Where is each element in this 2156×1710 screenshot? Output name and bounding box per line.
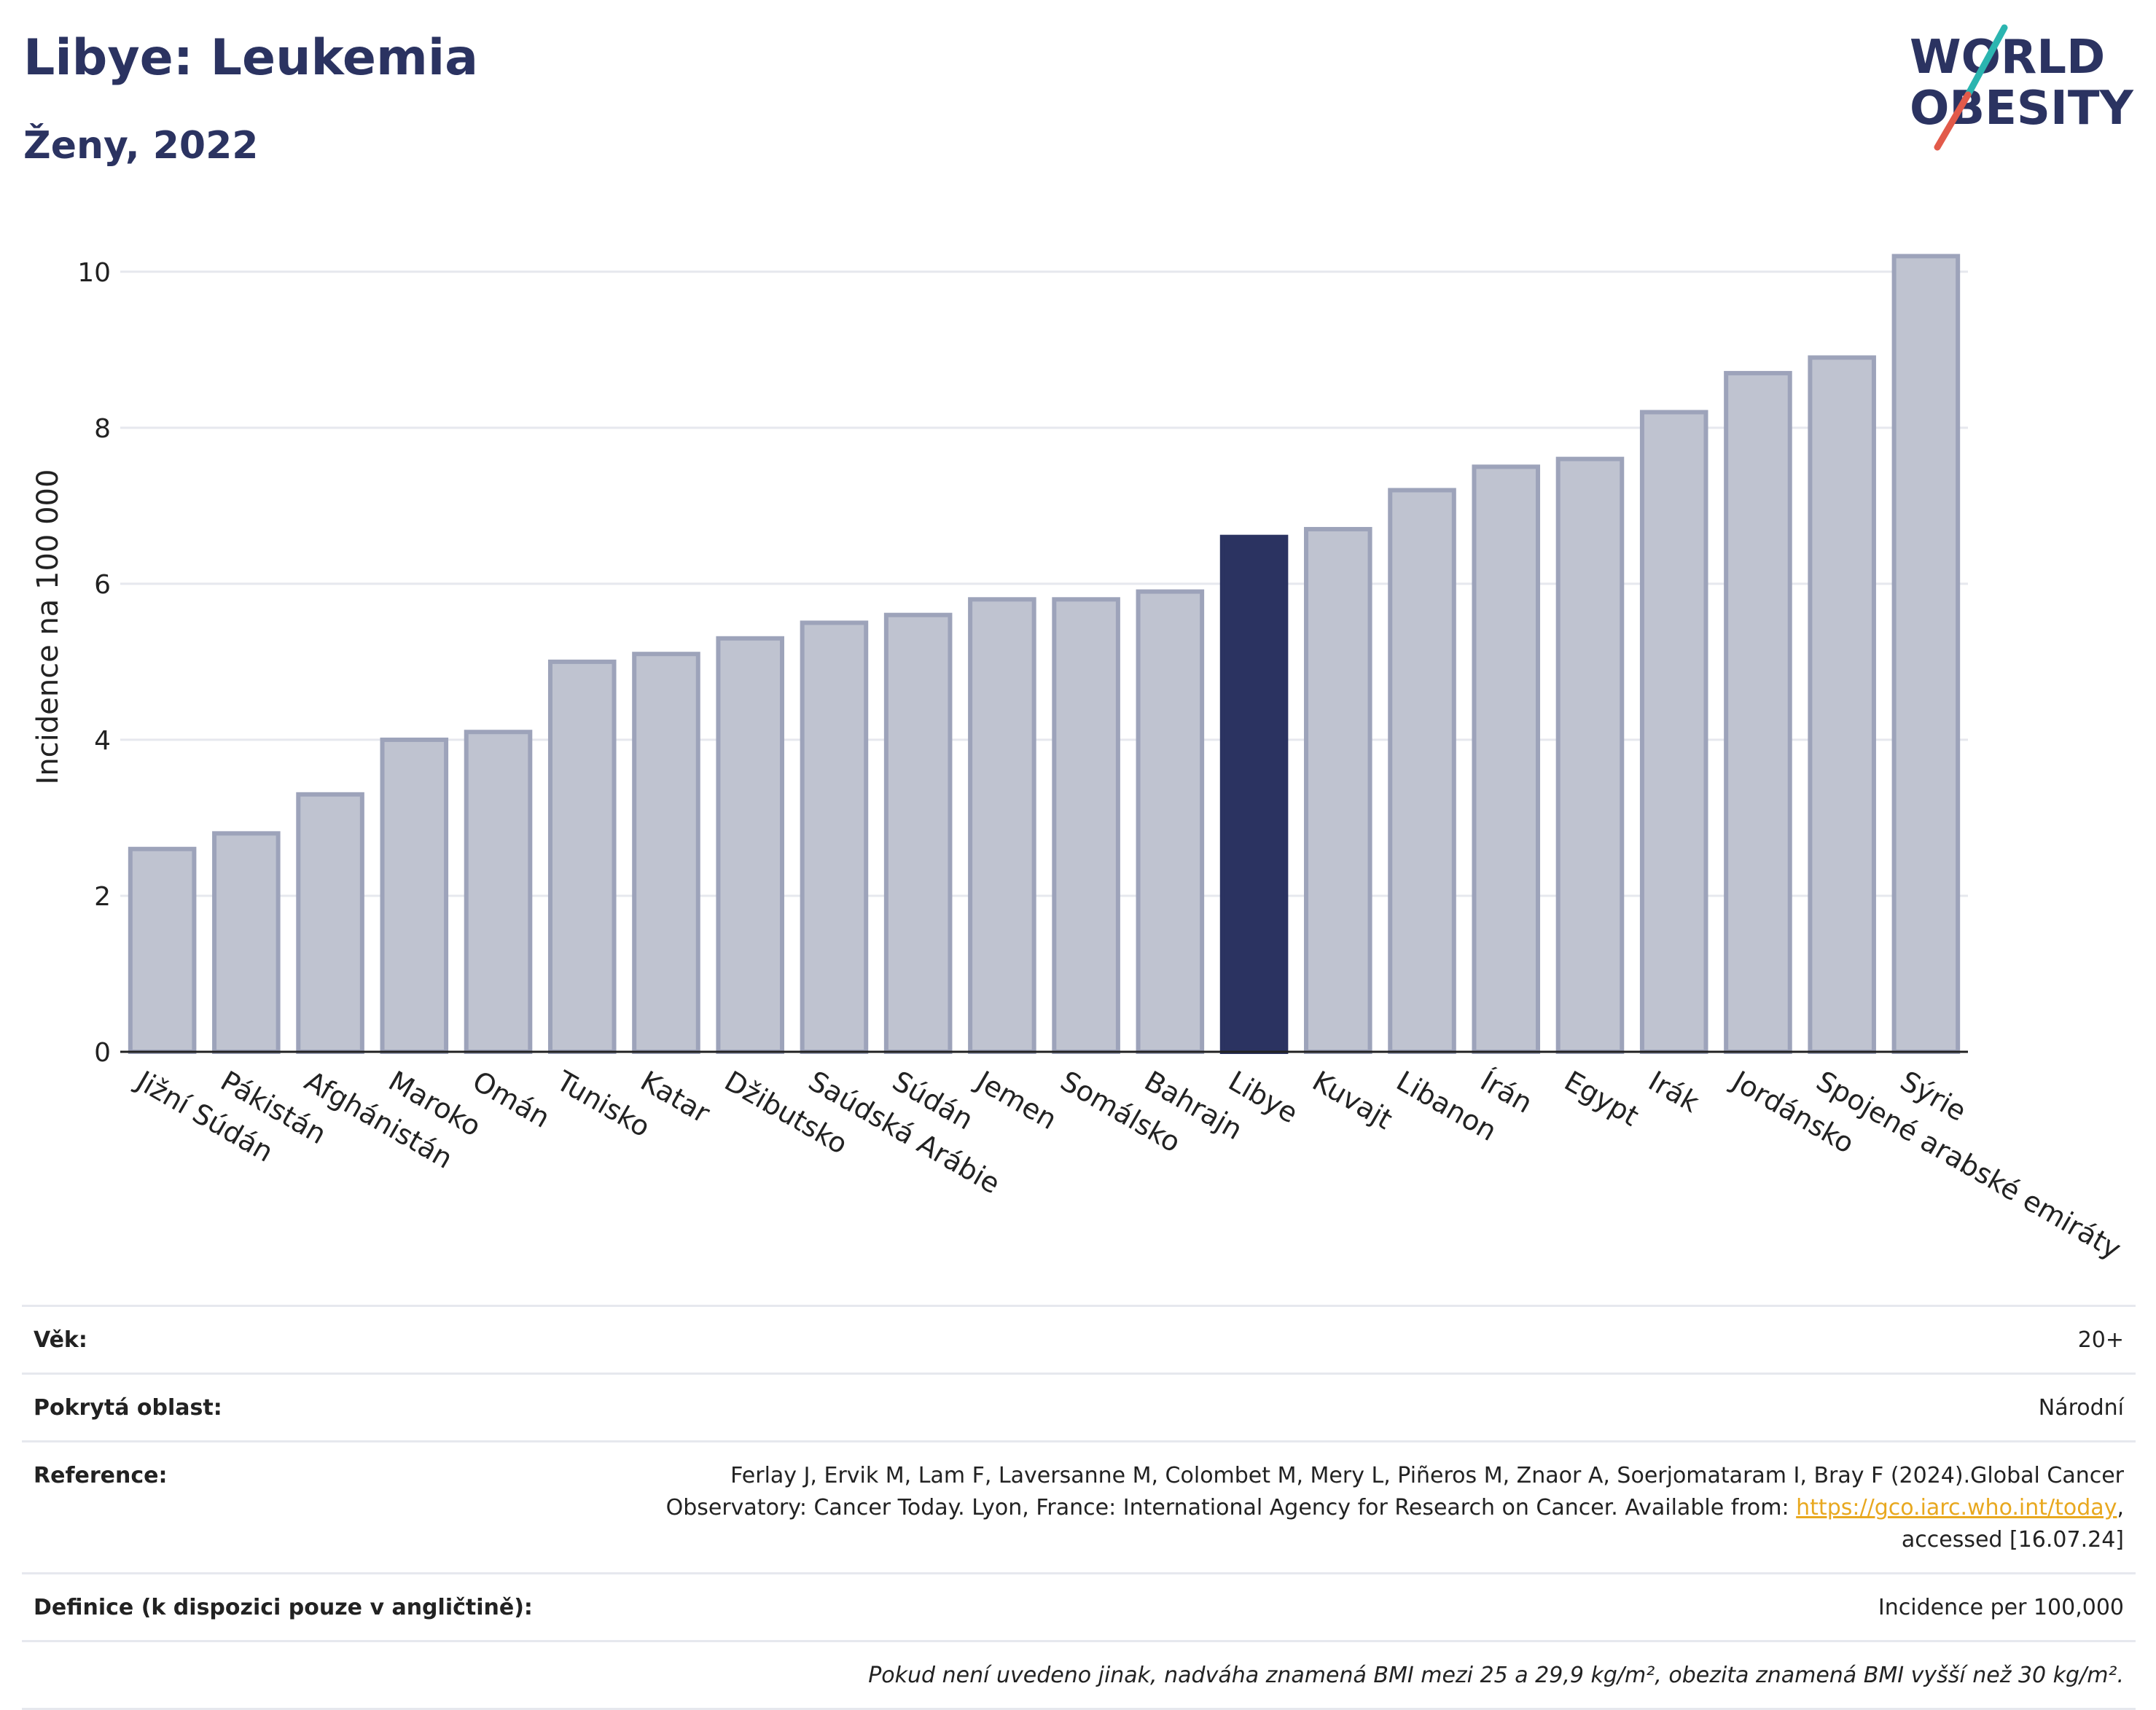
logo-slash-teal	[1964, 24, 2008, 98]
info-row-definition: Definice (k dispozici pouze v angličtině…	[22, 1572, 2136, 1640]
bar	[716, 636, 784, 1054]
x-tick-label: Spojené arabské emiráty	[1811, 1065, 2127, 1265]
bar	[1136, 589, 1205, 1054]
bars	[128, 254, 1961, 1055]
bar	[968, 597, 1036, 1054]
logo-text-world: WORLD	[1910, 31, 2105, 85]
bar	[1472, 464, 1541, 1054]
bar	[1891, 254, 1961, 1055]
age-value: 20+	[2077, 1327, 2124, 1353]
y-tick-label: 10	[77, 258, 111, 288]
bar-highlighted	[1219, 534, 1289, 1054]
bar	[547, 659, 617, 1054]
bmi-note: Pokud není uvedeno jinak, nadváha znamen…	[868, 1663, 2124, 1688]
y-tick-label: 4	[94, 726, 111, 756]
x-tick-labels: Jižní SúdánPákistánAfghánistánMarokoOmán…	[130, 1064, 2126, 1265]
definition-label: Definice (k dispozici pouze v angličtině…	[34, 1595, 533, 1620]
x-tick-label: Jemen	[970, 1064, 1063, 1136]
bar	[212, 831, 281, 1055]
info-row-note: Pokud není uvedeno jinak, nadváha znamen…	[22, 1640, 2136, 1710]
y-axis-label: Incidence na 100 000	[31, 469, 65, 785]
bar	[1388, 488, 1456, 1054]
coverage-label: Pokrytá oblast:	[34, 1395, 222, 1421]
bar	[1808, 355, 1876, 1054]
x-tick-label: Egypt	[1559, 1065, 1644, 1133]
age-label: Věk:	[34, 1327, 87, 1353]
chart-subtitle: Ženy, 2022	[23, 124, 259, 168]
info-row-age: Věk: 20+	[22, 1305, 2136, 1373]
y-tick-label: 6	[94, 570, 111, 600]
bar	[1555, 456, 1625, 1054]
info-table: Věk: 20+ Pokrytá oblast: Národní Referen…	[22, 1305, 2136, 1710]
logo-slash-red	[1934, 91, 1972, 151]
bar-chart: 0 2 4 6 8 10 Jižní SúdánPákistánAfghánistánMa…	[77, 254, 2127, 1265]
info-row-reference: Reference: Ferlay J, Ervik M, Lam F, Lav…	[22, 1440, 2136, 1572]
bar	[1724, 370, 1792, 1054]
x-tick-label: Irák	[1643, 1065, 1704, 1119]
y-tick-label: 8	[94, 414, 111, 444]
bar	[380, 737, 449, 1055]
reference-text-2: Observatory: Cancer Today. Lyon, France:…	[665, 1495, 1797, 1520]
reference-text-4: accessed [16.07.24]	[1901, 1527, 2124, 1553]
reference-link[interactable]: https://gco.iarc.who.int/today	[1796, 1495, 2117, 1520]
x-tick-label: Kuvajt	[1307, 1065, 1397, 1136]
y-tick-labels: 0 2 4 6 8 10	[77, 258, 111, 1068]
bar	[1639, 410, 1708, 1054]
definition-value: Incidence per 100,000	[1878, 1595, 2124, 1620]
bar	[1304, 526, 1372, 1054]
bar	[128, 846, 197, 1054]
bar	[296, 792, 364, 1054]
chart-title: Libye: Leukemia	[23, 29, 479, 87]
bar	[464, 730, 533, 1054]
bar	[632, 652, 700, 1054]
world-obesity-logo: WORLD OBESITY	[1910, 24, 2133, 151]
reference-value: Ferlay J, Ervik M, Lam F, Laversanne M, …	[666, 1460, 2124, 1556]
y-tick-label: 0	[94, 1038, 111, 1068]
bar	[883, 612, 953, 1054]
bar	[800, 620, 869, 1054]
coverage-value: Národní	[2038, 1395, 2124, 1421]
info-row-coverage: Pokrytá oblast: Národní	[22, 1373, 2136, 1440]
reference-text-1: Ferlay J, Ervik M, Lam F, Laversanne M, …	[730, 1463, 2124, 1488]
reference-text-3: ,	[2117, 1495, 2124, 1520]
x-tick-label: Tunisko	[550, 1064, 655, 1144]
reference-label: Reference:	[34, 1463, 168, 1488]
bar	[1052, 597, 1120, 1054]
y-tick-label: 2	[94, 882, 111, 912]
